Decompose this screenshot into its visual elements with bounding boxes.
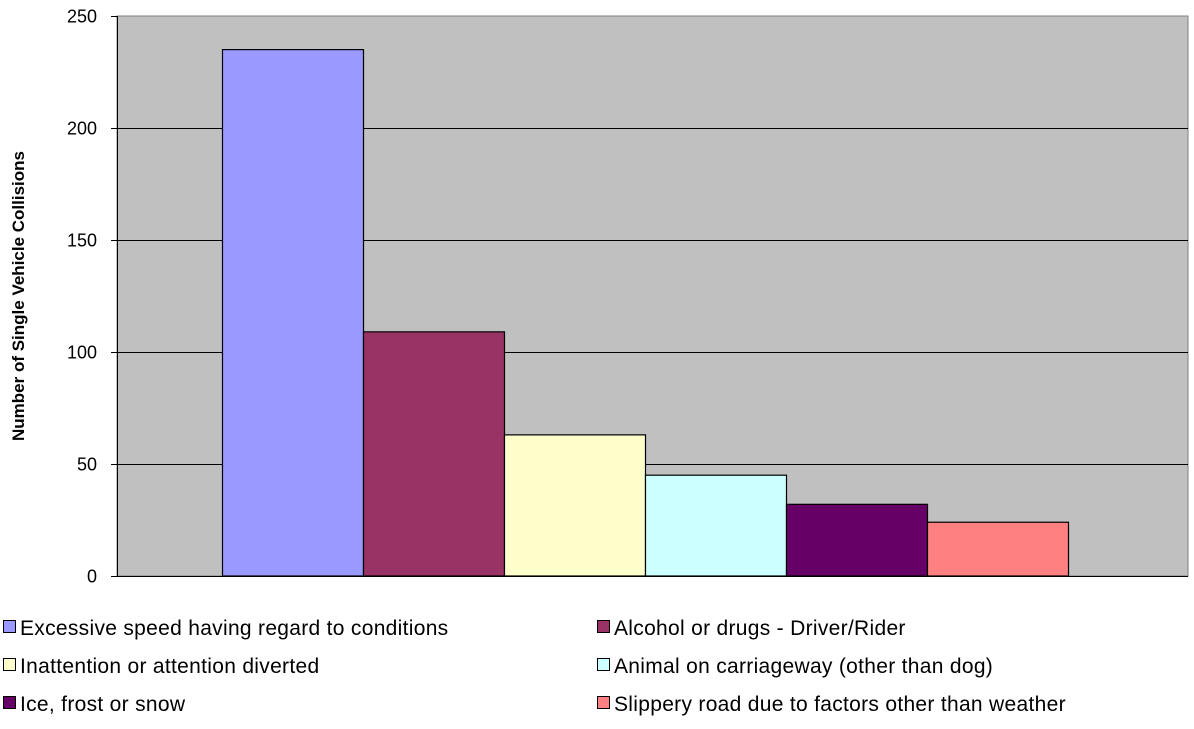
legend-label: Alcohol or drugs - Driver/Rider (614, 617, 906, 640)
legend-label: Excessive speed having regard to conditi… (20, 617, 448, 640)
y-tick-label: 50 (77, 455, 97, 475)
y-axis: 0 50 100 150 200 250 (67, 7, 1188, 587)
legend-label: Ice, frost or snow (20, 693, 186, 716)
legend-label: Slippery road due to factors other than … (614, 693, 1066, 716)
bar (221, 48, 365, 577)
legend-swatch (597, 658, 610, 671)
bar (926, 521, 1070, 577)
legend-swatch (3, 696, 16, 709)
legend: Excessive speed having regard to conditi… (3, 617, 1066, 716)
legend-swatch (597, 620, 610, 633)
legend-swatch (3, 620, 16, 633)
bar (644, 474, 788, 577)
y-tick-label: 150 (67, 231, 97, 251)
y-tick-label: 0 (87, 567, 97, 587)
legend-label: Inattention or attention diverted (20, 655, 319, 678)
legend-label: Animal on carriageway (other than dog) (614, 655, 993, 678)
bar (785, 503, 929, 577)
y-axis-title: Number of Single Vehicle Collisions (9, 151, 28, 441)
bar (362, 331, 506, 577)
y-tick-label: 100 (67, 343, 97, 363)
legend-swatch (3, 658, 16, 671)
y-tick-label: 250 (67, 7, 97, 27)
legend-swatch (597, 696, 610, 709)
y-tick-label: 200 (67, 119, 97, 139)
bar (503, 434, 647, 577)
